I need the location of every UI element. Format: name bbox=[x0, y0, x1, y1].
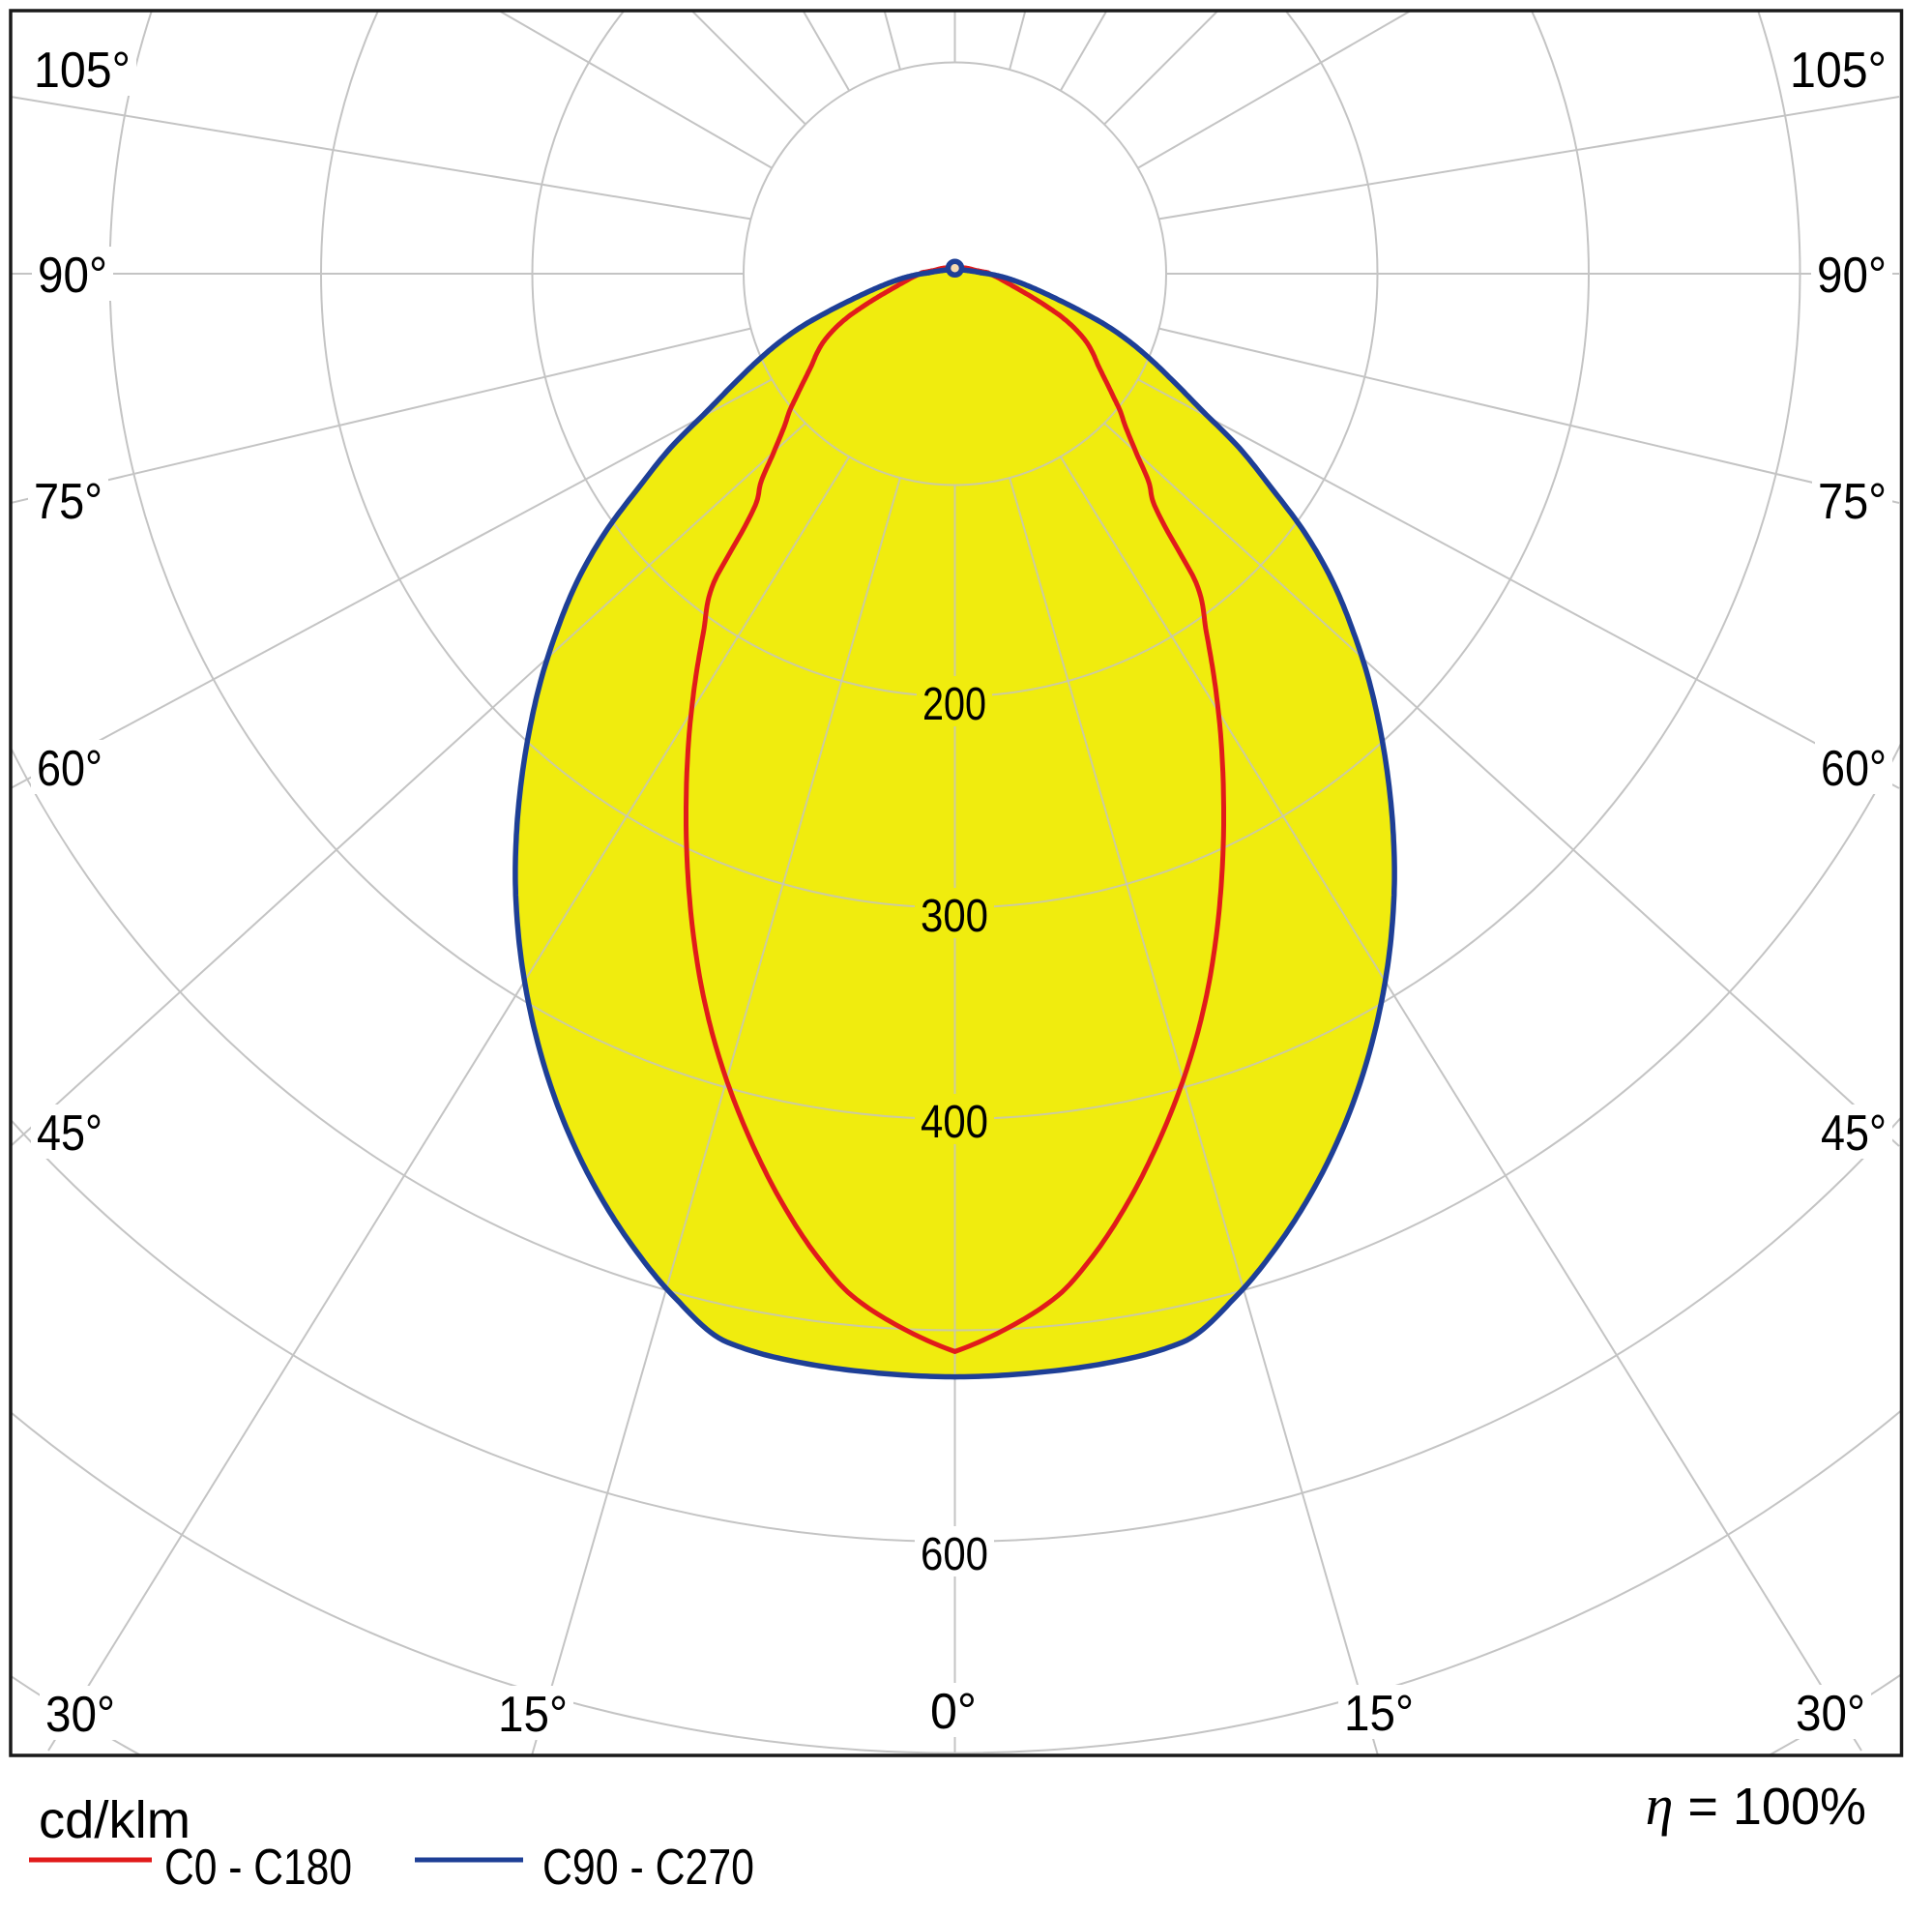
svg-text:105°: 105° bbox=[34, 43, 131, 99]
svg-text:400: 400 bbox=[921, 1097, 988, 1148]
svg-text:0°: 0° bbox=[930, 1684, 977, 1740]
svg-text:45°: 45° bbox=[37, 1105, 102, 1162]
svg-text:300: 300 bbox=[921, 891, 988, 942]
svg-text:C0 - C180: C0 - C180 bbox=[164, 1840, 352, 1896]
svg-text:75°: 75° bbox=[34, 474, 102, 530]
svg-text:200: 200 bbox=[922, 679, 986, 730]
svg-text:30°: 30° bbox=[45, 1687, 115, 1743]
svg-text:90°: 90° bbox=[1817, 248, 1887, 304]
svg-text:60°: 60° bbox=[1821, 741, 1887, 797]
svg-text:75°: 75° bbox=[1818, 474, 1887, 530]
svg-text:600: 600 bbox=[921, 1529, 988, 1580]
svg-text:30°: 30° bbox=[1796, 1686, 1865, 1742]
svg-text:45°: 45° bbox=[1821, 1105, 1887, 1162]
svg-text:105°: 105° bbox=[1790, 43, 1887, 99]
svg-text:15°: 15° bbox=[1344, 1686, 1414, 1742]
svg-text:η = 100%: η = 100% bbox=[1646, 1774, 1866, 1837]
svg-text:C90 - C270: C90 - C270 bbox=[542, 1840, 754, 1896]
svg-text:cd/klm: cd/klm bbox=[39, 1791, 190, 1849]
svg-text:90°: 90° bbox=[38, 248, 107, 304]
svg-text:15°: 15° bbox=[498, 1687, 568, 1743]
svg-text:60°: 60° bbox=[37, 741, 102, 797]
